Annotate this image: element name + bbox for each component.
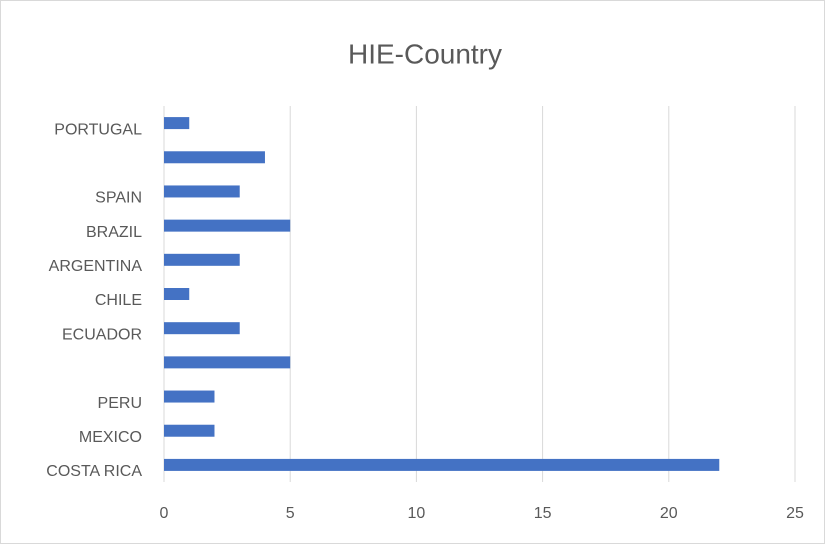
y-tick-label: PERU — [98, 395, 142, 412]
y-tick-label: PORTUGAL — [54, 121, 142, 138]
x-tick-label: 5 — [286, 505, 295, 522]
y-tick-label: ECUADOR — [62, 326, 142, 343]
chart-title: HIE-Country — [348, 38, 502, 69]
x-tick-label: 25 — [786, 505, 804, 522]
bar — [164, 151, 265, 164]
y-tick-label: COSTA RICA — [46, 463, 142, 480]
y-tick-label: ARGENTINA — [49, 258, 143, 275]
bar — [164, 253, 240, 266]
bar — [164, 390, 215, 403]
bar — [164, 219, 291, 232]
y-tick-label: MEXICO — [79, 429, 142, 446]
y-tick-label: BRAZIL — [86, 224, 142, 241]
bar — [164, 458, 720, 471]
bar — [164, 288, 190, 300]
x-tick-label: 15 — [534, 505, 552, 522]
y-tick-label: CHILE — [95, 292, 142, 309]
bar — [164, 117, 190, 130]
bar — [164, 424, 215, 437]
x-tick-label: 20 — [660, 505, 678, 522]
x-tick-label: 0 — [160, 505, 169, 522]
y-tick-label: SPAIN — [95, 190, 142, 207]
x-tick-label: 10 — [408, 505, 426, 522]
bar — [164, 356, 291, 369]
bar — [164, 185, 240, 198]
bar — [164, 322, 240, 335]
